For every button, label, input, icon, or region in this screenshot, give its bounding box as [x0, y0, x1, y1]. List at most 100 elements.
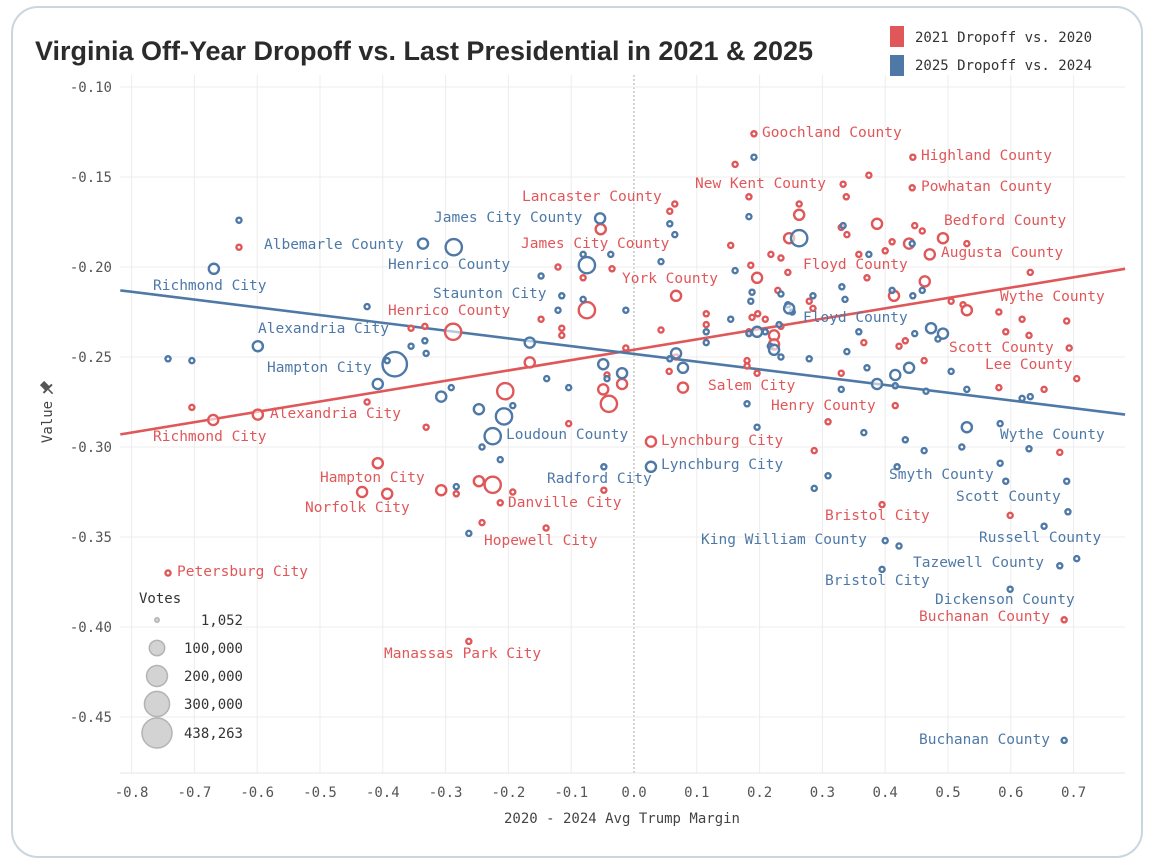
point-2025[interactable] — [726, 315, 735, 323]
point-2025[interactable] — [666, 220, 674, 228]
point-2021[interactable] — [860, 338, 868, 347]
point-2025[interactable] — [416, 237, 430, 250]
point-2021[interactable] — [842, 193, 851, 201]
point-2021[interactable] — [523, 356, 537, 369]
point-2021[interactable] — [888, 238, 896, 246]
point-2021[interactable] — [837, 369, 845, 377]
point-2025[interactable] — [444, 237, 464, 257]
point-2025[interactable] — [963, 385, 971, 394]
point-2025[interactable] — [810, 484, 818, 493]
point-2025[interactable] — [1018, 394, 1026, 403]
point-2025[interactable] — [761, 328, 769, 336]
point-2025[interactable] — [860, 428, 868, 437]
point-2025[interactable] — [805, 355, 813, 363]
point-2021[interactable] — [901, 337, 910, 345]
point-2025[interactable] — [383, 356, 391, 365]
point-2025[interactable] — [407, 342, 415, 350]
point-2025[interactable] — [363, 302, 371, 311]
point-2021[interactable] — [878, 500, 886, 509]
point-2025[interactable] — [775, 320, 783, 329]
point-2025[interactable] — [666, 355, 674, 363]
point-2021[interactable] — [865, 171, 873, 179]
point-2025[interactable] — [1006, 585, 1014, 593]
point-2021[interactable] — [452, 490, 461, 498]
point-2021[interactable] — [795, 200, 803, 208]
point-2025[interactable] — [671, 230, 679, 239]
point-2021[interactable] — [743, 362, 751, 370]
point-2025[interactable] — [960, 420, 974, 434]
point-2021[interactable] — [509, 488, 517, 496]
point-2025[interactable] — [922, 387, 930, 395]
point-2025[interactable] — [1002, 477, 1010, 485]
point-2025[interactable] — [702, 328, 710, 336]
point-2025[interactable] — [494, 407, 514, 426]
point-2021[interactable] — [1018, 315, 1026, 323]
point-2025[interactable] — [837, 385, 845, 394]
point-2025[interactable] — [1062, 477, 1071, 485]
point-2025[interactable] — [622, 306, 630, 314]
point-2021[interactable] — [923, 248, 937, 261]
point-2021[interactable] — [702, 310, 710, 318]
point-2025[interactable] — [472, 402, 486, 416]
point-2021[interactable] — [478, 518, 486, 527]
point-2021[interactable] — [594, 222, 607, 236]
point-2025[interactable] — [747, 297, 755, 305]
point-2021[interactable] — [472, 474, 486, 488]
point-2021[interactable] — [666, 207, 674, 215]
point-2021[interactable] — [1026, 268, 1035, 277]
point-2021[interactable] — [542, 524, 550, 532]
point-2021[interactable] — [995, 383, 1003, 392]
point-2025[interactable] — [782, 302, 796, 315]
point-2021[interactable] — [824, 418, 832, 426]
point-2025[interactable] — [1060, 736, 1068, 745]
point-2025[interactable] — [902, 361, 916, 375]
point-2021[interactable] — [496, 499, 504, 507]
point-2021[interactable] — [960, 303, 974, 317]
point-2025[interactable] — [579, 295, 587, 304]
point-2021[interactable] — [676, 381, 690, 394]
point-2021[interactable] — [644, 435, 658, 448]
point-2021[interactable] — [750, 130, 758, 138]
legend-label-2021[interactable]: 2021 Dropoff vs. 2020 — [915, 30, 1092, 46]
point-2025[interactable] — [615, 366, 629, 380]
point-2021[interactable] — [380, 487, 394, 501]
point-2025[interactable] — [577, 255, 597, 275]
point-2021[interactable] — [726, 241, 735, 250]
point-2025[interactable] — [702, 338, 710, 347]
point-2021[interactable] — [188, 403, 196, 412]
point-2021[interactable] — [615, 377, 629, 391]
point-2025[interactable] — [777, 353, 785, 361]
point-2025[interactable] — [207, 262, 221, 276]
point-2025[interactable] — [644, 460, 658, 474]
point-2021[interactable] — [1073, 374, 1081, 383]
point-2021[interactable] — [1056, 448, 1064, 457]
point-2021[interactable] — [910, 221, 919, 230]
point-2021[interactable] — [1040, 385, 1048, 394]
point-2025[interactable] — [669, 347, 683, 360]
point-2025[interactable] — [558, 292, 566, 300]
point-2025[interactable] — [235, 216, 243, 224]
point-2025[interactable] — [603, 374, 611, 383]
point-2025[interactable] — [891, 382, 899, 390]
point-2025[interactable] — [924, 321, 938, 335]
point-2021[interactable] — [784, 268, 792, 277]
point-2021[interactable] — [608, 265, 616, 273]
point-2021[interactable] — [748, 313, 756, 322]
point-2021[interactable] — [895, 342, 903, 350]
point-2025[interactable] — [483, 426, 503, 446]
point-2025[interactable] — [789, 228, 809, 248]
point-2021[interactable] — [164, 569, 172, 577]
point-2025[interactable] — [753, 423, 761, 431]
point-2025[interactable] — [381, 350, 409, 378]
point-2025[interactable] — [863, 364, 871, 372]
point-2021[interactable] — [777, 254, 785, 262]
point-2021[interactable] — [792, 208, 806, 222]
point-2025[interactable] — [1025, 445, 1033, 453]
point-2025[interactable] — [607, 250, 615, 259]
point-2025[interactable] — [745, 212, 753, 221]
point-2021[interactable] — [483, 475, 503, 495]
point-2025[interactable] — [893, 463, 901, 471]
point-2025[interactable] — [748, 288, 756, 296]
point-2025[interactable] — [855, 328, 863, 336]
point-2021[interactable] — [235, 243, 243, 251]
